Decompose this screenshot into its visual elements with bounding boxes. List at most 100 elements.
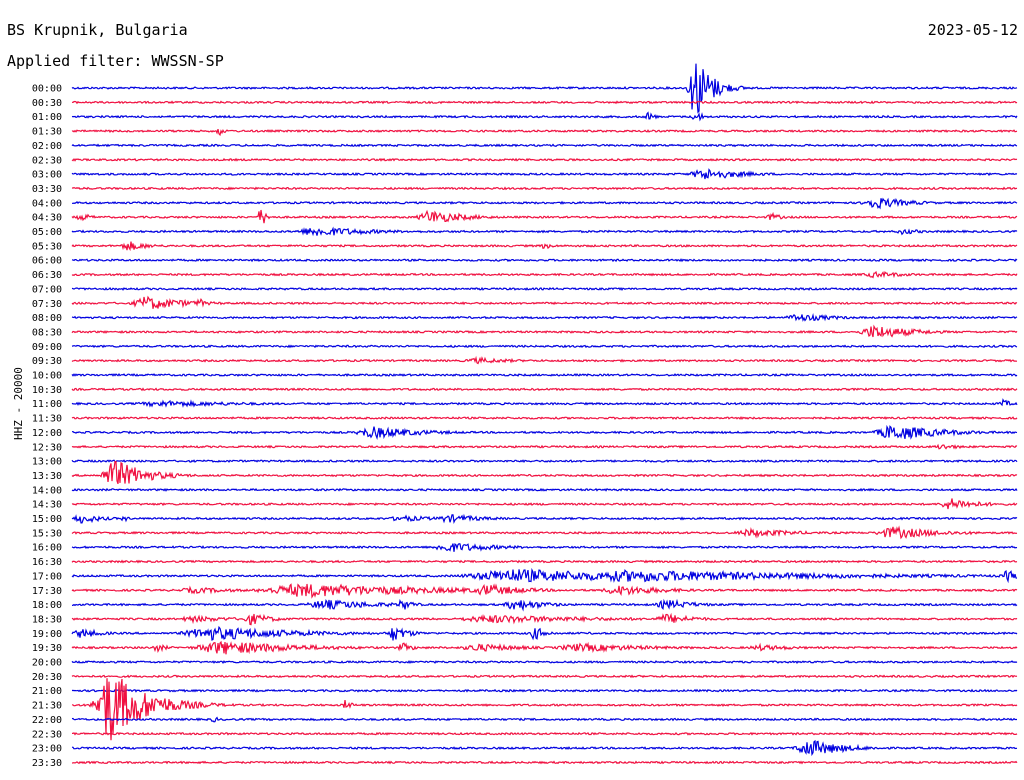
seismic-trace xyxy=(71,286,1018,292)
seismic-trace xyxy=(71,344,1018,349)
seismic-trace xyxy=(71,674,1018,679)
trace-row: 04:30 xyxy=(32,209,1018,224)
trace-row: 13:00 xyxy=(32,457,1018,468)
seismic-trace xyxy=(71,100,1018,105)
time-tick-label: 08:30 xyxy=(32,327,62,338)
trace-row: 21:30 xyxy=(32,678,1018,741)
time-tick-label: 06:30 xyxy=(32,270,62,281)
time-tick-label: 05:30 xyxy=(32,241,62,252)
seismic-trace xyxy=(71,498,1018,510)
seismic-trace xyxy=(71,525,1018,540)
trace-row: 14:30 xyxy=(32,498,1018,511)
seismic-trace xyxy=(71,313,1018,322)
time-tick-label: 04:30 xyxy=(32,213,62,224)
seismic-trace xyxy=(71,640,1018,655)
time-tick-label: 10:30 xyxy=(32,385,62,396)
seismic-trace xyxy=(71,424,1018,440)
seismic-trace xyxy=(71,513,1018,524)
time-tick-label: 13:00 xyxy=(32,457,62,468)
trace-row: 01:30 xyxy=(32,127,1018,138)
trace-row: 06:00 xyxy=(32,256,1018,267)
trace-row: 20:30 xyxy=(32,672,1018,683)
trace-row: 02:30 xyxy=(32,155,1018,166)
trace-row: 07:30 xyxy=(32,295,1018,310)
seismic-trace xyxy=(72,731,1018,736)
seismic-trace xyxy=(71,678,1018,741)
time-tick-label: 19:30 xyxy=(32,643,62,654)
time-tick-label: 12:30 xyxy=(32,442,62,453)
time-tick-label: 16:30 xyxy=(32,557,62,568)
trace-row: 08:30 xyxy=(32,324,1018,338)
date-label: 2023-05-12 xyxy=(927,21,1018,39)
station-title: BS Krupnik, Bulgaria xyxy=(7,21,188,39)
trace-row: 19:00 xyxy=(32,625,1018,641)
trace-row: 02:00 xyxy=(32,141,1018,152)
time-tick-label: 09:30 xyxy=(32,356,62,367)
trace-row: 11:30 xyxy=(32,414,1018,425)
trace-row: 16:30 xyxy=(32,557,1018,568)
time-tick-label: 18:30 xyxy=(32,614,62,625)
time-tick-label: 03:00 xyxy=(32,170,62,181)
trace-row: 18:00 xyxy=(32,598,1018,612)
time-tick-label: 19:00 xyxy=(32,629,62,640)
seismic-trace xyxy=(71,355,1018,365)
time-tick-label: 23:00 xyxy=(32,744,62,755)
trace-row: 18:30 xyxy=(32,612,1018,626)
trace-row: 05:00 xyxy=(32,226,1018,238)
time-tick-label: 15:00 xyxy=(32,514,62,525)
time-tick-label: 22:30 xyxy=(32,729,62,740)
trace-row: 21:00 xyxy=(32,686,1018,697)
trace-row: 17:30 xyxy=(32,583,1018,599)
trace-row: 15:30 xyxy=(32,525,1018,540)
trace-row: 05:30 xyxy=(32,241,1018,252)
seismic-trace xyxy=(71,459,1018,464)
trace-row: 08:00 xyxy=(32,313,1018,324)
trace-row: 16:00 xyxy=(32,543,1018,554)
seismic-trace xyxy=(71,625,1018,641)
time-tick-label: 00:30 xyxy=(32,98,62,109)
time-tick-label: 06:00 xyxy=(32,256,62,267)
trace-row: 06:30 xyxy=(32,270,1018,281)
trace-row: 15:00 xyxy=(32,513,1018,525)
seismic-trace xyxy=(71,443,1018,450)
seismic-trace xyxy=(71,226,1018,237)
seismic-trace xyxy=(71,559,1018,564)
time-tick-label: 05:00 xyxy=(32,227,62,238)
time-tick-label: 20:00 xyxy=(32,658,62,669)
trace-row: 10:30 xyxy=(32,385,1018,396)
time-tick-label: 09:00 xyxy=(32,342,62,353)
trace-row: 11:00 xyxy=(32,398,1018,410)
seismic-trace xyxy=(71,398,1018,408)
trace-row: 19:30 xyxy=(32,640,1018,655)
trace-row: 00:00 xyxy=(32,63,1018,114)
time-tick-label: 14:00 xyxy=(32,485,62,496)
time-tick-label: 13:30 xyxy=(32,471,62,482)
seismic-trace xyxy=(71,716,1017,723)
seismic-trace xyxy=(71,372,1018,377)
seismic-trace xyxy=(71,270,1018,279)
time-tick-label: 21:30 xyxy=(32,701,62,712)
trace-row: 09:00 xyxy=(32,342,1018,353)
trace-row: 09:30 xyxy=(32,355,1018,367)
trace-row: 22:30 xyxy=(32,729,1018,740)
time-tick-label: 00:00 xyxy=(32,84,62,95)
time-tick-label: 12:00 xyxy=(32,428,62,439)
seismic-trace xyxy=(71,111,1018,122)
seismic-trace xyxy=(71,63,1018,114)
time-tick-label: 18:00 xyxy=(32,600,62,611)
time-tick-label: 15:30 xyxy=(32,528,62,539)
trace-row: 03:30 xyxy=(32,184,1018,195)
time-tick-label: 02:00 xyxy=(32,141,62,152)
seismic-trace xyxy=(71,567,1018,584)
seismic-trace xyxy=(71,612,1018,626)
time-tick-label: 21:00 xyxy=(32,686,62,697)
time-tick-label: 04:00 xyxy=(32,198,62,209)
seismic-trace xyxy=(71,583,1018,599)
time-tick-label: 10:00 xyxy=(32,371,62,382)
time-tick-label: 17:00 xyxy=(32,571,62,582)
trace-row: 23:30 xyxy=(32,758,1018,769)
time-tick-label: 22:00 xyxy=(32,715,62,726)
trace-row: 20:00 xyxy=(32,658,1018,669)
seismic-trace xyxy=(71,157,1018,162)
